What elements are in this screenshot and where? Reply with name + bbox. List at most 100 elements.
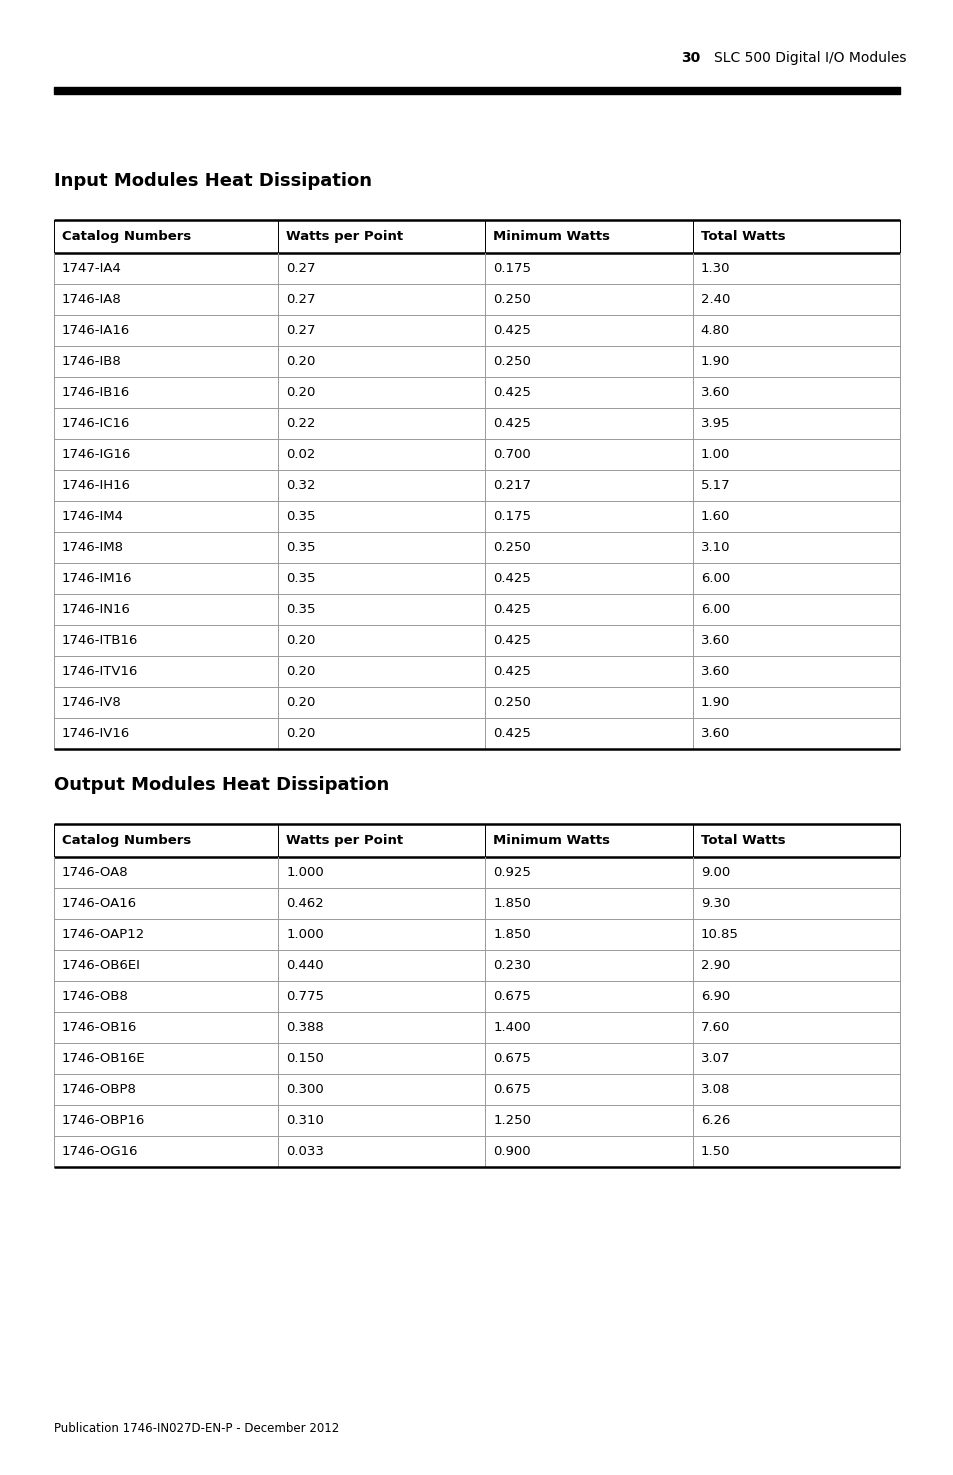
Text: 1746-IA8: 1746-IA8 [62, 294, 122, 305]
Text: 3.60: 3.60 [700, 727, 729, 740]
Text: Publication 1746-IN027D-EN-P - December 2012: Publication 1746-IN027D-EN-P - December … [54, 1422, 339, 1435]
Text: Watts per Point: Watts per Point [286, 230, 403, 243]
Text: 0.425: 0.425 [493, 665, 531, 678]
Text: 1746-IM8: 1746-IM8 [62, 541, 124, 555]
Text: 1746-IG16: 1746-IG16 [62, 448, 132, 462]
Text: 1746-OB16E: 1746-OB16E [62, 1052, 146, 1065]
Text: Catalog Numbers: Catalog Numbers [62, 833, 191, 847]
Text: 0.033: 0.033 [286, 1145, 324, 1158]
Text: 0.900: 0.900 [493, 1145, 531, 1158]
Text: 0.20: 0.20 [286, 696, 315, 709]
Text: 0.675: 0.675 [493, 990, 531, 1003]
Text: 1746-OB6EI: 1746-OB6EI [62, 959, 141, 972]
Text: Minimum Watts: Minimum Watts [493, 833, 610, 847]
Text: 0.27: 0.27 [286, 263, 315, 274]
Text: 0.150: 0.150 [286, 1052, 324, 1065]
Text: 0.310: 0.310 [286, 1114, 324, 1127]
Text: Input Modules Heat Dissipation: Input Modules Heat Dissipation [54, 173, 372, 190]
Text: 1746-ITB16: 1746-ITB16 [62, 634, 138, 648]
Text: 6.00: 6.00 [700, 572, 729, 586]
Text: 9.00: 9.00 [700, 866, 729, 879]
Text: 0.775: 0.775 [286, 990, 324, 1003]
Text: 3.60: 3.60 [700, 386, 729, 400]
Text: 0.425: 0.425 [493, 727, 531, 740]
Text: 0.675: 0.675 [493, 1052, 531, 1065]
Text: 1.00: 1.00 [700, 448, 729, 462]
Text: 0.462: 0.462 [286, 897, 324, 910]
Text: 0.425: 0.425 [493, 572, 531, 586]
Text: 0.700: 0.700 [493, 448, 531, 462]
Text: 1.250: 1.250 [493, 1114, 531, 1127]
Text: 2.90: 2.90 [700, 959, 729, 972]
Text: 1746-IV8: 1746-IV8 [62, 696, 122, 709]
Text: Total Watts: Total Watts [700, 833, 784, 847]
Text: 1746-OA16: 1746-OA16 [62, 897, 137, 910]
Text: 6.90: 6.90 [700, 990, 729, 1003]
Text: 0.20: 0.20 [286, 386, 315, 400]
Text: 0.300: 0.300 [286, 1083, 324, 1096]
Text: 1.90: 1.90 [700, 696, 729, 709]
Text: 1.000: 1.000 [286, 866, 324, 879]
Text: 0.425: 0.425 [493, 634, 531, 648]
Text: 1746-OAP12: 1746-OAP12 [62, 928, 145, 941]
Text: 0.425: 0.425 [493, 417, 531, 431]
Text: Output Modules Heat Dissipation: Output Modules Heat Dissipation [54, 776, 389, 794]
Text: SLC 500 Digital I/O Modules: SLC 500 Digital I/O Modules [713, 52, 905, 65]
Text: 0.175: 0.175 [493, 263, 531, 274]
Text: 0.250: 0.250 [493, 355, 531, 367]
Text: 1746-OB16: 1746-OB16 [62, 1021, 137, 1034]
Text: 3.07: 3.07 [700, 1052, 729, 1065]
Text: Catalog Numbers: Catalog Numbers [62, 230, 191, 243]
Text: 0.32: 0.32 [286, 479, 315, 493]
Text: 0.35: 0.35 [286, 572, 315, 586]
Text: 3.10: 3.10 [700, 541, 729, 555]
Text: 1.30: 1.30 [700, 263, 729, 274]
Text: 0.388: 0.388 [286, 1021, 324, 1034]
Text: 0.425: 0.425 [493, 603, 531, 617]
Text: 0.27: 0.27 [286, 324, 315, 336]
Text: 1746-IC16: 1746-IC16 [62, 417, 131, 431]
Text: 30: 30 [680, 52, 700, 65]
Text: 0.20: 0.20 [286, 665, 315, 678]
Text: 0.675: 0.675 [493, 1083, 531, 1096]
Text: 1747-IA4: 1747-IA4 [62, 263, 122, 274]
Text: 0.35: 0.35 [286, 541, 315, 555]
Text: 0.925: 0.925 [493, 866, 531, 879]
Text: 0.250: 0.250 [493, 696, 531, 709]
Text: 1.000: 1.000 [286, 928, 324, 941]
Text: 1746-IN16: 1746-IN16 [62, 603, 131, 617]
Text: 0.35: 0.35 [286, 510, 315, 524]
Text: 1746-IV16: 1746-IV16 [62, 727, 131, 740]
Text: 0.22: 0.22 [286, 417, 315, 431]
Text: 1.50: 1.50 [700, 1145, 729, 1158]
Text: 6.00: 6.00 [700, 603, 729, 617]
Text: 3.95: 3.95 [700, 417, 729, 431]
Text: 1.850: 1.850 [493, 928, 531, 941]
Text: 0.425: 0.425 [493, 324, 531, 336]
Text: 0.175: 0.175 [493, 510, 531, 524]
Text: 1746-ITV16: 1746-ITV16 [62, 665, 138, 678]
Text: 1746-IB16: 1746-IB16 [62, 386, 131, 400]
Text: 0.02: 0.02 [286, 448, 315, 462]
Text: 1.850: 1.850 [493, 897, 531, 910]
Text: 5.17: 5.17 [700, 479, 730, 493]
Text: 1746-OB8: 1746-OB8 [62, 990, 129, 1003]
Text: 0.20: 0.20 [286, 355, 315, 367]
Text: 0.440: 0.440 [286, 959, 323, 972]
Text: 2.40: 2.40 [700, 294, 729, 305]
Text: 3.60: 3.60 [700, 665, 729, 678]
Text: 1746-IM16: 1746-IM16 [62, 572, 132, 586]
Text: Minimum Watts: Minimum Watts [493, 230, 610, 243]
Text: 0.20: 0.20 [286, 727, 315, 740]
Text: 1746-IH16: 1746-IH16 [62, 479, 131, 493]
Text: 7.60: 7.60 [700, 1021, 729, 1034]
Text: 3.08: 3.08 [700, 1083, 729, 1096]
Text: 9.30: 9.30 [700, 897, 729, 910]
Text: 4.80: 4.80 [700, 324, 729, 336]
Text: 10.85: 10.85 [700, 928, 738, 941]
Text: 0.27: 0.27 [286, 294, 315, 305]
Text: 1746-IA16: 1746-IA16 [62, 324, 131, 336]
Text: 0.35: 0.35 [286, 603, 315, 617]
Text: 1746-OA8: 1746-OA8 [62, 866, 129, 879]
Text: 0.250: 0.250 [493, 294, 531, 305]
